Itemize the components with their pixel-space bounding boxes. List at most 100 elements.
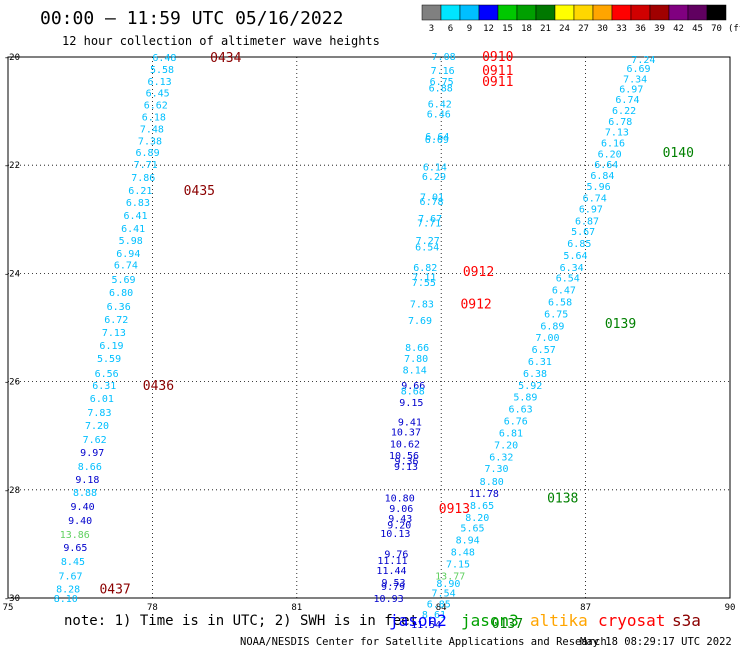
swh-value: 7.01 bbox=[420, 193, 444, 204]
satellite-jason2: jason2 bbox=[389, 611, 447, 630]
swh-value: 8.48 bbox=[451, 547, 475, 558]
swh-value: 5.89 bbox=[513, 393, 537, 404]
y-tick-label: -28 bbox=[4, 486, 20, 496]
swh-value: 5.92 bbox=[518, 381, 542, 392]
swh-value: 6.78 bbox=[608, 117, 632, 128]
colorbar-swatch bbox=[535, 4, 556, 21]
swh-value: 9.41 bbox=[398, 418, 422, 429]
swh-value: 8.45 bbox=[61, 557, 85, 568]
swh-value: 6.85 bbox=[567, 239, 591, 250]
x-tick-label: 75 bbox=[3, 603, 14, 613]
colorbar-swatch bbox=[516, 4, 537, 21]
swh-value: 6.56 bbox=[95, 369, 119, 380]
swh-value: 8.94 bbox=[456, 536, 480, 547]
colorbar-swatch bbox=[611, 4, 632, 21]
time-label: 0435 bbox=[184, 184, 215, 199]
swh-value: 6.38 bbox=[523, 369, 547, 380]
swh-value: 6.85 bbox=[427, 599, 451, 610]
swh-value: 8.65 bbox=[470, 501, 494, 512]
swh-value: 7.83 bbox=[410, 300, 434, 311]
swh-value: 6.21 bbox=[128, 186, 152, 197]
time-label: 0137 bbox=[492, 617, 523, 632]
swh-value: 8.80 bbox=[480, 477, 504, 488]
colorbar-swatch bbox=[478, 4, 499, 21]
time-label: 0910 bbox=[482, 50, 513, 65]
swh-value: 6.41 bbox=[123, 211, 147, 222]
swh-value: 6.18 bbox=[142, 113, 166, 124]
swh-value: 6.54 bbox=[556, 274, 580, 285]
colorbar-label: 45 bbox=[692, 24, 703, 34]
colorbar-swatch bbox=[459, 4, 480, 21]
satellite-cryosat: cryosat bbox=[598, 611, 665, 630]
swh-value: 6.47 bbox=[552, 286, 576, 297]
swh-value: 6.54 bbox=[415, 242, 439, 253]
x-tick-label: 87 bbox=[580, 603, 591, 613]
swh-value: 8.10 bbox=[54, 594, 78, 605]
swh-value: 8.90 bbox=[436, 579, 460, 590]
y-tick-label: -26 bbox=[4, 378, 20, 388]
swh-value: 7.80 bbox=[404, 354, 428, 365]
swh-value: 8.61 bbox=[422, 610, 446, 621]
swh-value: 7.38 bbox=[138, 136, 162, 147]
swh-value: 6.31 bbox=[528, 357, 552, 368]
swh-value: 6.64 bbox=[594, 160, 618, 171]
chart-subtitle: 12 hour collection of altimeter wave hei… bbox=[62, 34, 380, 48]
time-label: 0436 bbox=[143, 379, 174, 394]
swh-value: 6.64 bbox=[425, 132, 449, 143]
swh-value: 7.15 bbox=[446, 559, 470, 570]
colorbar-label: 6 bbox=[448, 24, 453, 34]
x-tick-label: 78 bbox=[147, 603, 158, 613]
time-label: 0434 bbox=[210, 51, 241, 66]
x-tick-label: 84 bbox=[436, 603, 447, 613]
colorbar-label: 9 bbox=[467, 24, 472, 34]
colorbar-swatch bbox=[687, 4, 708, 21]
data-points: 6.485.586.136.456.626.187.487.386.897.71… bbox=[54, 52, 656, 631]
colorbar-swatch bbox=[440, 4, 461, 21]
time-label: 0911 bbox=[482, 75, 513, 90]
swh-value: 5.58 bbox=[150, 65, 174, 76]
colorbar-label: 3 bbox=[429, 24, 434, 34]
y-tick-label: -22 bbox=[4, 161, 20, 171]
swh-value: 6.88 bbox=[429, 83, 453, 94]
swh-value: 7.67 bbox=[418, 214, 442, 225]
swh-value: 6.42 bbox=[428, 100, 452, 111]
footer-timestamp: May 18 08:29:17 UTC 2022 bbox=[580, 636, 732, 648]
colorbar-label: 30 bbox=[597, 24, 608, 34]
swh-value: 8.68 bbox=[401, 386, 425, 397]
colorbar-label: 33 bbox=[616, 24, 627, 34]
colorbar-label: 36 bbox=[635, 24, 646, 34]
swh-value: 7.55 bbox=[412, 278, 436, 289]
swh-value: 6.74 bbox=[114, 261, 138, 272]
footer-credit: NOAA/NESDIS Center for Satellite Applica… bbox=[240, 636, 607, 648]
satellite-legend: jason2 jason3 altika cryosat s3a bbox=[389, 611, 701, 630]
swh-value: 6.74 bbox=[615, 95, 639, 106]
chart-title: 00:00 — 11:59 UTC 05/16/2022 bbox=[40, 8, 343, 29]
swh-value: 6.89 bbox=[136, 148, 160, 159]
swh-value: 6.13 bbox=[148, 77, 172, 88]
colorbar-swatch bbox=[649, 4, 670, 21]
swh-value: 5.69 bbox=[111, 275, 135, 286]
swh-value: 7.83 bbox=[87, 408, 111, 419]
swh-value: 6.97 bbox=[619, 84, 643, 95]
swh-value: 9.13 bbox=[394, 462, 418, 473]
swh-value: 7.13 bbox=[605, 128, 629, 139]
swh-value: 13.77 bbox=[435, 571, 465, 582]
swh-value: 7.34 bbox=[623, 75, 647, 86]
swh-value: 5.98 bbox=[119, 236, 143, 247]
satellite-altika: altika bbox=[530, 611, 588, 630]
swh-value: 6.01 bbox=[90, 394, 114, 405]
swh-value: 5.65 bbox=[460, 524, 484, 535]
swh-value: 9.65 bbox=[63, 543, 87, 554]
swh-value: 6.69 bbox=[425, 135, 449, 146]
axis-ticks: 75 78 81 84 87 90 -20 -22 -24 -26 -28 -30 bbox=[3, 53, 736, 613]
footer-note: note: 1) Time is in UTC; 2) SWH is in fe… bbox=[64, 613, 418, 629]
time-label: 0911 bbox=[482, 64, 513, 79]
swh-value: 6.45 bbox=[146, 89, 170, 100]
swh-value: 6.75 bbox=[430, 77, 454, 88]
colorbar-swatch bbox=[421, 4, 442, 21]
swh-value: 9.15 bbox=[399, 398, 423, 409]
swh-value: 13.86 bbox=[60, 530, 90, 541]
swh-value: 6.72 bbox=[104, 315, 128, 326]
colorbar-label: 42 bbox=[673, 24, 684, 34]
swh-value: 7.54 bbox=[432, 589, 456, 600]
